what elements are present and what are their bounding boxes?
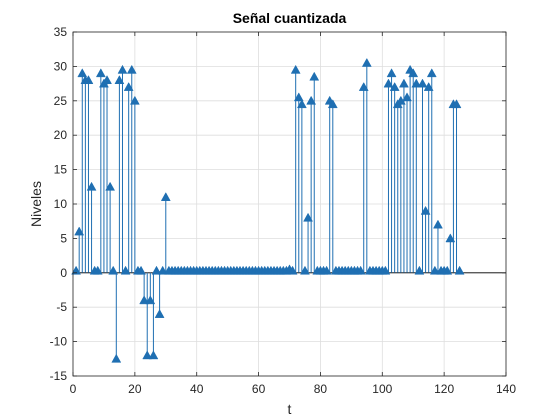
stem-marker [114, 75, 125, 85]
y-tick-label: 30 [54, 59, 68, 73]
stem-marker [327, 99, 338, 109]
stem-marker [296, 99, 307, 109]
x-tick-label: 80 [314, 382, 328, 396]
stem-marker [151, 265, 162, 275]
x-tick-label: 40 [190, 382, 204, 396]
x-tick-label: 140 [496, 382, 516, 396]
stem-marker [442, 265, 453, 275]
stem-marker [454, 265, 465, 275]
y-tick-label: 35 [54, 25, 68, 39]
stem-marker [309, 71, 320, 81]
stem-marker [429, 265, 440, 275]
stem-marker [83, 75, 94, 85]
stem-marker [445, 233, 456, 243]
stem-marker [111, 353, 122, 363]
stem-marker [108, 265, 119, 275]
y-tick-label: 15 [54, 163, 68, 177]
stem-marker [145, 295, 156, 305]
stem-marker [426, 68, 437, 78]
x-axis-ticks: 0 20 40 60 80 100 120 140 [70, 32, 516, 396]
y-tick-label: 20 [54, 128, 68, 142]
stem-marker [417, 78, 428, 88]
stem-marker [105, 181, 116, 191]
y-tick-label: -15 [50, 369, 68, 383]
stem-marker [423, 82, 434, 91]
x-tick-label: 120 [434, 382, 454, 396]
stem-marker [402, 92, 412, 102]
stem-marker [361, 57, 372, 67]
y-tick-label: 0 [60, 266, 67, 280]
y-tick-label: 10 [54, 197, 68, 211]
stem-marker [129, 95, 140, 105]
stem-marker [414, 265, 425, 275]
x-tick-label: 20 [128, 382, 142, 396]
x-axis-label: t [288, 401, 292, 417]
stem-marker [386, 68, 397, 78]
markers-layer [71, 57, 465, 363]
stem-marker [433, 219, 443, 229]
stem-marker [154, 309, 165, 318]
stem-marker [389, 82, 400, 91]
stem-marker [92, 265, 103, 275]
stem-marker [408, 68, 419, 78]
stem-marker [399, 78, 409, 88]
stem-marker [95, 68, 106, 78]
stem-marker [306, 95, 317, 105]
stem-marker [451, 99, 462, 109]
stem-marker [102, 75, 112, 85]
stem-marker [142, 350, 153, 360]
stem-marker [303, 212, 313, 222]
y-tick-label: 5 [60, 231, 67, 245]
y-tick-label: 25 [54, 94, 68, 108]
x-tick-label: 0 [70, 382, 77, 396]
stem-marker [321, 265, 332, 275]
stem-marker [136, 265, 146, 275]
stem-marker [77, 68, 88, 78]
stem-marker [86, 181, 97, 191]
stem-marker [139, 295, 150, 305]
stem-marker [355, 265, 366, 275]
stem-marker [287, 265, 298, 275]
stem-marker [126, 64, 137, 74]
chart-title: Señal cuantizada [233, 10, 347, 26]
stem-marker [160, 192, 171, 201]
stem-marker [123, 82, 134, 91]
stem-marker [74, 226, 85, 236]
stem-marker [120, 265, 131, 275]
stem-marker [148, 350, 159, 360]
y-axis-label: Niveles [28, 181, 44, 227]
stem-marker [293, 92, 304, 102]
stem-marker [358, 82, 369, 91]
stem-marker [411, 78, 422, 88]
x-tick-label: 60 [252, 382, 266, 396]
y-tick-label: -5 [56, 300, 67, 314]
stem-marker [420, 205, 431, 215]
x-tick-label: 100 [372, 382, 392, 396]
stem-marker [300, 265, 310, 275]
y-tick-label: -10 [50, 335, 68, 349]
stem-marker [71, 265, 82, 275]
stem-marker [380, 265, 391, 275]
stem-marker [290, 64, 301, 74]
stem-marker [383, 78, 394, 88]
y-axis-ticks: -15 -10 -5 0 5 10 15 20 25 30 35 [50, 25, 506, 383]
stem-marker [117, 64, 128, 74]
stem-marker [157, 265, 168, 275]
